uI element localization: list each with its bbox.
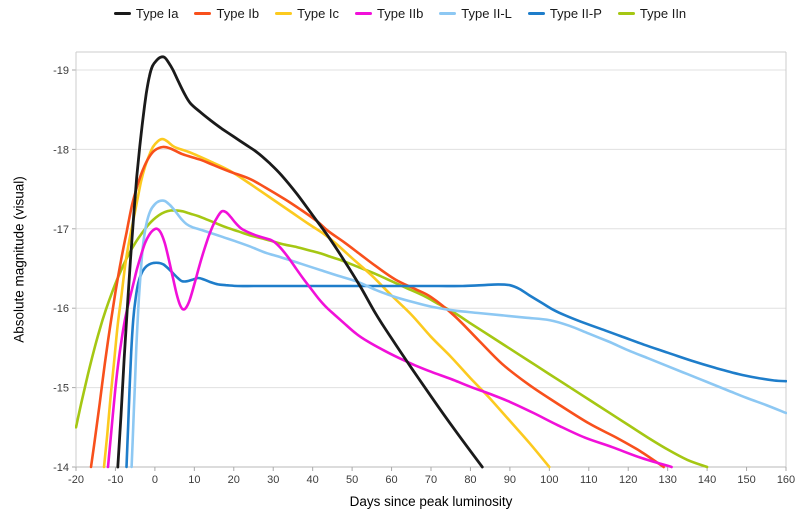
y-tick-label: -19 bbox=[53, 65, 69, 77]
x-tick-label: 160 bbox=[777, 474, 795, 486]
legend-item-type-ia: Type Ia bbox=[113, 6, 179, 21]
y-tick-label: -17 bbox=[53, 224, 69, 236]
series-line-type-iib bbox=[106, 209, 673, 469]
legend-color-swatch bbox=[355, 12, 373, 15]
x-tick-label: 80 bbox=[464, 474, 476, 486]
y-tick-label: -14 bbox=[53, 462, 69, 474]
x-tick-label: 100 bbox=[540, 474, 558, 486]
y-tick-label: -15 bbox=[53, 383, 69, 395]
legend-color-swatch bbox=[527, 12, 545, 15]
series-line-type-ii-l bbox=[130, 199, 787, 469]
x-tick-label: -10 bbox=[107, 474, 123, 486]
legend-color-swatch bbox=[617, 12, 635, 15]
x-tick-label: 150 bbox=[737, 474, 755, 486]
x-tick-label: 40 bbox=[307, 474, 319, 486]
series-line-type-ib bbox=[89, 145, 665, 469]
legend-item-type-ii-p: Type II-P bbox=[527, 6, 602, 21]
x-tick-label: 30 bbox=[267, 474, 279, 486]
series-group bbox=[75, 55, 787, 469]
y-tick-label: -18 bbox=[53, 144, 69, 156]
legend-item-label: Type IIn bbox=[639, 6, 687, 21]
legend-item-label: Type IIb bbox=[377, 6, 424, 21]
legend-color-swatch bbox=[113, 12, 131, 15]
legend-item-type-iin: Type IIn bbox=[617, 6, 687, 21]
legend-color-swatch bbox=[194, 12, 212, 15]
x-tick-label: 90 bbox=[504, 474, 516, 486]
x-axis-title: Days since peak luminosity bbox=[349, 494, 513, 509]
x-tick-label: 50 bbox=[346, 474, 358, 486]
legend-item-label: Type Ic bbox=[297, 6, 340, 21]
series-line-type-ii-p bbox=[125, 261, 787, 469]
legend-item-type-iib: Type IIb bbox=[355, 6, 423, 21]
legend-item-label: Type II-P bbox=[549, 6, 602, 21]
legend-item-label: Type II-L bbox=[461, 6, 512, 21]
chart-legend: Type Ia Type Ib Type Ic Type IIb Type II-L Ty… bbox=[0, 6, 800, 21]
legend-item-type-ib: Type Ib bbox=[194, 6, 259, 21]
legend-item-label: Type Ib bbox=[216, 6, 260, 21]
x-tick-label: 10 bbox=[188, 474, 200, 486]
x-tick-label: 140 bbox=[698, 474, 716, 486]
legend-item-label: Type Ia bbox=[135, 6, 179, 21]
series-line-type-ic bbox=[102, 137, 551, 469]
x-tick-label: 0 bbox=[152, 474, 158, 486]
x-tick-label: 20 bbox=[228, 474, 240, 486]
x-tick-label: 70 bbox=[425, 474, 437, 486]
legend-color-swatch bbox=[275, 12, 293, 15]
y-axis-title: Absolute magnitude (visual) bbox=[11, 176, 27, 343]
legend-item-type-ic: Type Ic bbox=[275, 6, 339, 21]
x-tick-label: 120 bbox=[619, 474, 637, 486]
x-tick-label: 60 bbox=[385, 474, 397, 486]
series-line-type-ia bbox=[116, 55, 484, 469]
x-tick-label: -20 bbox=[68, 474, 84, 486]
y-tick-label: -16 bbox=[53, 303, 69, 315]
x-tick-label: 130 bbox=[658, 474, 676, 486]
legend-item-type-ii-l: Type II-L bbox=[439, 6, 512, 21]
x-tick-label: 110 bbox=[580, 474, 598, 486]
legend-color-swatch bbox=[439, 12, 457, 15]
